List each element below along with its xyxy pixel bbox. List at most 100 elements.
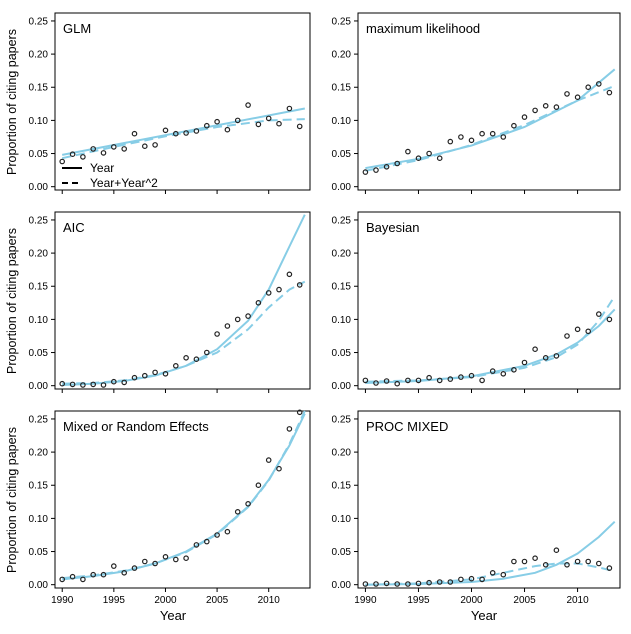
x-tick-label: 1990: [354, 595, 377, 606]
data-point: [245, 102, 251, 108]
panel-title: AIC: [63, 220, 85, 235]
data-point: [234, 316, 241, 323]
data-point: [426, 150, 432, 157]
panel-title: Bayesian: [366, 220, 419, 235]
data-point: [265, 115, 272, 122]
panel-frame: [357, 410, 621, 589]
data-point: [553, 353, 560, 359]
data-point: [585, 558, 592, 565]
data-point: [383, 164, 390, 170]
fit-line-year: [62, 107, 305, 156]
data-point: [173, 556, 179, 563]
data-point: [121, 379, 128, 386]
data-point: [426, 579, 432, 586]
data-point: [131, 565, 138, 571]
y-tick-label: 0.05: [29, 149, 49, 160]
data-point: [59, 380, 66, 387]
x-tick-label: 1995: [103, 595, 126, 606]
data-point: [152, 369, 158, 376]
y-tick-label: 0.00: [29, 381, 49, 392]
data-point: [59, 158, 66, 165]
y-tick-label: 0.15: [332, 282, 352, 293]
data-point: [100, 382, 107, 388]
y-tick-label: 0.20: [29, 50, 49, 61]
data-point: [286, 426, 293, 432]
data-point: [90, 381, 97, 388]
data-point: [255, 299, 262, 306]
data-point: [585, 84, 592, 91]
data-point: [255, 482, 262, 489]
data-point: [606, 565, 613, 571]
y-tick-label: 0.10: [332, 315, 352, 326]
data-point: [224, 323, 231, 329]
data-point: [394, 160, 401, 167]
y-tick-label: 0.05: [29, 547, 49, 558]
data-point: [489, 368, 496, 374]
data-point: [405, 581, 411, 587]
data-point: [585, 328, 592, 335]
data-point: [204, 349, 210, 356]
data-point: [521, 114, 528, 120]
y-tick-label: 0.25: [29, 16, 49, 27]
data-point: [458, 134, 464, 140]
data-point: [606, 89, 613, 96]
data-point: [532, 555, 538, 562]
y-tick-label: 0.20: [332, 50, 352, 61]
data-point: [245, 313, 251, 319]
y-tick-label: 0.10: [332, 514, 352, 525]
data-point: [69, 151, 76, 158]
data-point: [532, 346, 538, 353]
data-point: [59, 576, 66, 583]
y-tick-label: 0.15: [29, 481, 49, 492]
data-point: [276, 286, 282, 293]
y-tick-label: 0.20: [29, 249, 49, 260]
y-tick-label: 0.10: [29, 116, 49, 127]
data-point: [362, 169, 369, 175]
data-point: [383, 378, 390, 384]
data-point: [142, 558, 148, 565]
data-point: [542, 354, 549, 361]
data-point: [131, 374, 138, 381]
x-axis-label-right: Year: [471, 608, 498, 623]
data-point: [234, 117, 241, 124]
data-point: [595, 311, 602, 317]
data-point: [405, 377, 411, 384]
data-point: [265, 290, 272, 296]
data-point: [214, 532, 220, 538]
panel-frame: [54, 410, 311, 589]
data-point: [245, 500, 251, 507]
data-point: [426, 374, 432, 381]
fit-line-year: [365, 520, 616, 586]
panel-mixed-or-random-effects: Mixed or Random Effects 0.00 0.05 0.10 0.15 0…: [29, 409, 311, 606]
data-point: [183, 130, 189, 136]
x-tick-label: 2000: [460, 595, 483, 606]
data-point: [90, 146, 97, 152]
data-point: [276, 120, 282, 127]
data-point: [224, 528, 231, 535]
data-point: [532, 107, 538, 114]
y-tick-label: 0.25: [332, 414, 352, 425]
data-point: [214, 118, 220, 125]
data-point: [500, 370, 507, 377]
x-tick-label: 2005: [513, 595, 536, 606]
data-point: [296, 123, 303, 130]
data-point: [542, 103, 549, 109]
data-point: [362, 377, 369, 384]
data-point: [595, 560, 602, 567]
data-point: [214, 331, 220, 337]
data-point: [394, 581, 401, 587]
data-point: [80, 576, 86, 583]
data-point: [183, 354, 189, 361]
fit-line-year: [62, 214, 306, 386]
y-tick-label: 0.05: [332, 149, 352, 160]
data-point: [296, 409, 303, 416]
data-point: [468, 575, 475, 582]
panels: GLM 0.00 0.05 0.10 0.15 0.20 0.25 YearYear+Year…: [29, 12, 621, 606]
data-point: [415, 155, 422, 162]
panel-frame: [357, 12, 621, 191]
data-point: [553, 104, 560, 110]
fit-line-year-year-2: [365, 295, 616, 383]
y-tick-label: 0.15: [29, 83, 49, 94]
data-point: [447, 376, 454, 382]
